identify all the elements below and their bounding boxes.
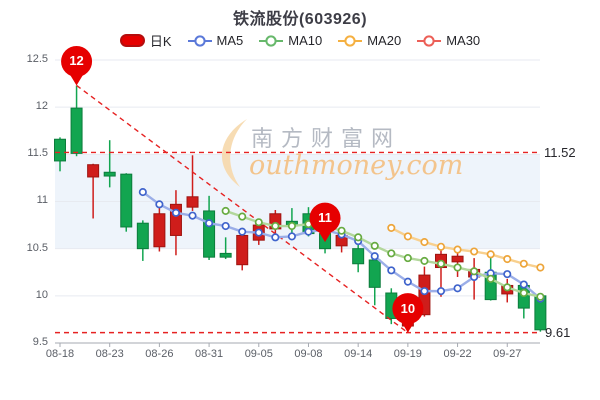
- chart-legend: 日K MA5 MA10 MA20 MA30: [0, 31, 600, 50]
- watermark-swoosh-icon: [221, 119, 247, 187]
- candle-08-26[interactable]: [153, 213, 166, 248]
- candle-08-30[interactable]: [186, 196, 199, 208]
- x-axis-label: 09-27: [493, 348, 522, 360]
- candle-09-14[interactable]: [352, 248, 365, 265]
- downtrend-dashed-line: [76, 84, 409, 334]
- watermark-en-text: outhmoney.com: [249, 150, 463, 181]
- legend-item-ma5[interactable]: MA5: [187, 33, 244, 48]
- ma30-line-icon: [417, 34, 442, 47]
- x-axis-label: 09-14: [344, 348, 373, 360]
- candle-09-15[interactable]: [368, 259, 381, 288]
- watermark-cn-text: 南方财富网: [251, 126, 401, 151]
- candle-08-23[interactable]: [103, 171, 116, 177]
- x-axis-label: 09-22: [443, 348, 472, 360]
- low-price-line-label: 9.61: [545, 325, 571, 340]
- legend-label: MA30: [446, 33, 481, 48]
- y-axis-label: 9.5: [32, 335, 48, 348]
- ma5-line-icon: [187, 34, 212, 47]
- annotation-lines: [55, 84, 540, 334]
- candle-08-18[interactable]: [54, 138, 66, 162]
- candle-08-22[interactable]: [87, 164, 100, 178]
- candle-08-31[interactable]: [203, 210, 216, 258]
- x-axis-label: 08-23: [95, 348, 124, 360]
- ma10-series: [221, 206, 545, 301]
- ma20-line-icon: [338, 34, 363, 47]
- daily-k-swatch-icon: [119, 34, 145, 47]
- price-balloon-label: 12: [69, 53, 84, 69]
- candle-08-29[interactable]: [169, 203, 182, 236]
- y-axis-label: 11.5: [27, 147, 48, 160]
- candle-08-24[interactable]: [120, 173, 133, 228]
- candle-09-02[interactable]: [236, 234, 249, 266]
- y-axis-label: 12: [35, 100, 48, 113]
- legend-label: MA20: [367, 33, 402, 48]
- candle-09-01[interactable]: [219, 252, 232, 258]
- legend-label: 日K: [149, 34, 172, 49]
- legend-item-daily-k[interactable]: 日K: [119, 31, 172, 50]
- x-axis-label: 08-31: [195, 348, 224, 360]
- candle-09-22[interactable]: [451, 255, 464, 263]
- price-balloon-10[interactable]: [392, 293, 424, 333]
- legend-item-ma10[interactable]: MA10: [259, 33, 322, 48]
- ma5-series: [138, 188, 545, 303]
- price-balloon-12[interactable]: [61, 45, 93, 86]
- price-balloon-label: 11: [318, 210, 332, 226]
- price-balloon-11[interactable]: [309, 202, 341, 243]
- ma10-line-icon: [259, 34, 284, 47]
- x-axis-label: 08-18: [45, 348, 75, 360]
- gridlines: [55, 59, 540, 347]
- y-axis-label: 10.5: [26, 241, 48, 254]
- x-axis-label: 09-05: [244, 348, 273, 360]
- legend-item-ma20[interactable]: MA20: [338, 33, 401, 48]
- y-axis-label: 12.5: [26, 53, 48, 65]
- x-axis-label: 09-08: [294, 348, 323, 360]
- legend-label: MA5: [216, 33, 244, 48]
- y-axis-label: 11: [36, 194, 48, 207]
- high-price-line-label: 11.52: [544, 145, 576, 160]
- x-axis-label: 08-26: [145, 348, 174, 360]
- page-title: 铁流股份(603926): [232, 11, 368, 28]
- legend-label: MA10: [288, 33, 323, 48]
- candle-08-25[interactable]: [136, 222, 149, 250]
- candle-08-19[interactable]: [70, 107, 83, 154]
- legend-item-ma30[interactable]: MA30: [417, 33, 480, 48]
- y-axis-label: 10: [35, 288, 48, 301]
- price-balloon-label: 10: [400, 300, 416, 316]
- ma20-series: [387, 223, 545, 272]
- x-axis-label: 09-19: [393, 348, 422, 360]
